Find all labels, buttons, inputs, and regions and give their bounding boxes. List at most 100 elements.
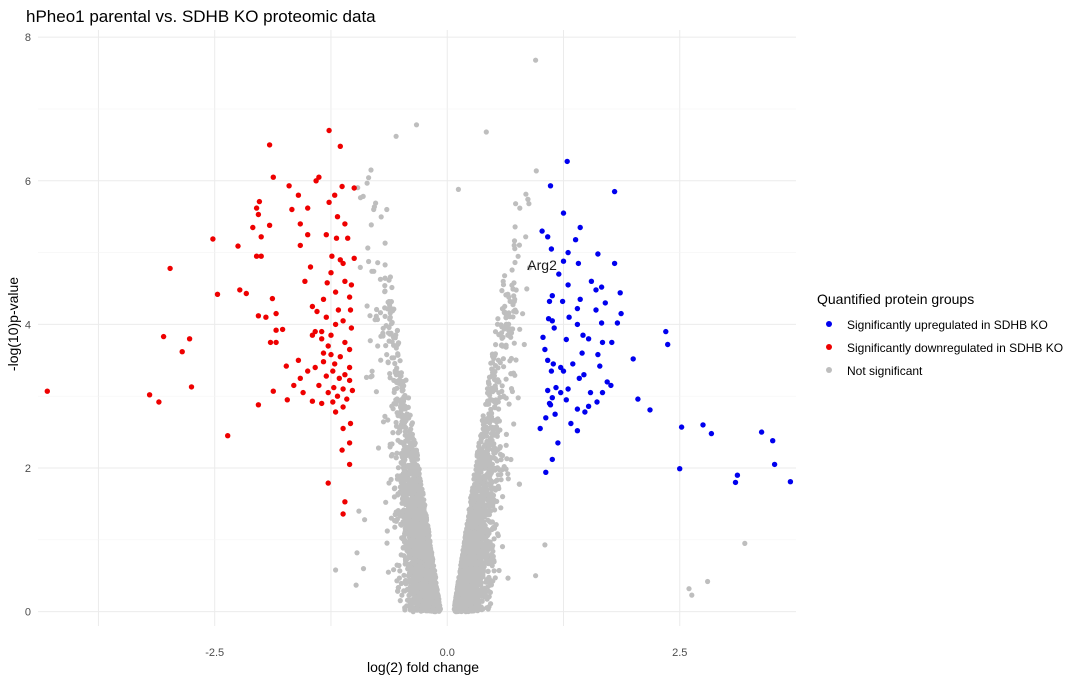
- ns-point: [470, 584, 476, 590]
- upregulated-point: [548, 368, 555, 374]
- ns-point: [365, 245, 371, 251]
- ns-point: [415, 597, 421, 603]
- ns-point: [485, 379, 492, 385]
- ns-point: [481, 443, 487, 449]
- ns-point: [508, 371, 514, 377]
- upregulated-point: [580, 332, 586, 338]
- ns-point: [500, 356, 506, 362]
- upregulated-point: [576, 375, 582, 381]
- ns-point: [428, 581, 434, 587]
- downregulated-point: [256, 198, 263, 205]
- ns-point: [423, 519, 429, 526]
- upregulated-point: [540, 334, 546, 340]
- upregulated-point: [579, 350, 585, 356]
- ns-point: [509, 326, 516, 332]
- ns-point: [394, 385, 400, 391]
- downregulated-point: [225, 433, 231, 439]
- upregulated-point: [574, 321, 581, 328]
- downregulated-point: [332, 192, 338, 198]
- ns-point: [409, 422, 415, 428]
- y-tick-label: 4: [25, 319, 31, 331]
- legend-title: Quantified protein groups: [817, 291, 974, 307]
- ns-point: [457, 601, 463, 608]
- ns-point: [501, 393, 507, 399]
- ns-point: [483, 129, 489, 135]
- x-tick-label: -2.5: [205, 647, 224, 659]
- ns-point: [368, 222, 374, 228]
- ns-point: [491, 568, 497, 574]
- downregulated-point: [340, 386, 346, 392]
- ns-point: [411, 525, 417, 531]
- ns-point: [404, 445, 410, 451]
- ns-point: [506, 401, 512, 407]
- downregulated-point: [266, 222, 273, 228]
- ns-point: [406, 465, 412, 471]
- upregulated-point: [609, 339, 615, 346]
- upregulated-point: [572, 237, 579, 243]
- ns-point: [417, 506, 423, 512]
- upregulated-point: [543, 469, 549, 475]
- ns-point: [479, 519, 485, 525]
- downregulated-point: [284, 397, 290, 403]
- downregulated-point: [297, 221, 303, 227]
- ns-point: [356, 508, 362, 514]
- ns-point: [409, 533, 415, 539]
- ns-point: [372, 317, 378, 323]
- ns-point: [412, 504, 418, 510]
- ns-point: [395, 340, 402, 346]
- ns-point: [480, 413, 486, 419]
- ns-point: [483, 489, 490, 495]
- ns-point: [396, 562, 402, 569]
- ns-point: [516, 242, 523, 248]
- ns-point: [480, 422, 487, 428]
- ns-point: [388, 476, 394, 483]
- ns-point: [512, 259, 518, 266]
- ns-point: [495, 399, 501, 405]
- ns-point: [498, 457, 504, 463]
- ns-point: [417, 563, 424, 569]
- ns-point: [491, 536, 497, 542]
- ns-point: [388, 453, 394, 459]
- ns-point: [378, 357, 384, 363]
- upregulated-point: [565, 249, 571, 256]
- downregulated-point: [146, 392, 153, 398]
- ns-point: [490, 492, 497, 498]
- downregulated-point: [273, 339, 279, 346]
- ns-point: [411, 552, 417, 558]
- ns-point: [495, 472, 501, 478]
- ns-point: [391, 567, 397, 573]
- downregulated-point: [319, 336, 325, 342]
- ns-point: [476, 450, 482, 456]
- upregulated-point: [599, 339, 606, 346]
- ns-point: [400, 508, 406, 514]
- ns-point: [520, 311, 526, 317]
- downregulated-point: [320, 359, 327, 365]
- downregulated-point: [346, 364, 353, 371]
- ns-point: [357, 264, 363, 270]
- ns-point: [468, 589, 474, 595]
- ns-point: [496, 418, 502, 424]
- ns-point: [424, 527, 430, 534]
- ns-point: [417, 570, 423, 576]
- ns-point: [383, 323, 389, 329]
- upregulated-point: [732, 479, 739, 486]
- ns-point: [437, 605, 443, 611]
- downregulated-point: [346, 346, 353, 353]
- ns-point: [483, 555, 489, 561]
- upregulated-point: [581, 372, 587, 378]
- ns-point: [523, 191, 529, 197]
- ns-point: [395, 588, 401, 594]
- ns-point: [419, 511, 425, 518]
- ns-point: [423, 515, 429, 521]
- ns-point: [510, 314, 516, 320]
- ns-point: [459, 563, 465, 569]
- downregulated-point: [348, 325, 355, 331]
- ns-point: [488, 470, 494, 476]
- downregulated-point: [342, 221, 348, 227]
- ns-point: [406, 476, 412, 482]
- ns-point: [524, 286, 530, 292]
- ns-point: [402, 531, 408, 537]
- ns-point: [491, 455, 497, 461]
- ns-point: [393, 455, 399, 461]
